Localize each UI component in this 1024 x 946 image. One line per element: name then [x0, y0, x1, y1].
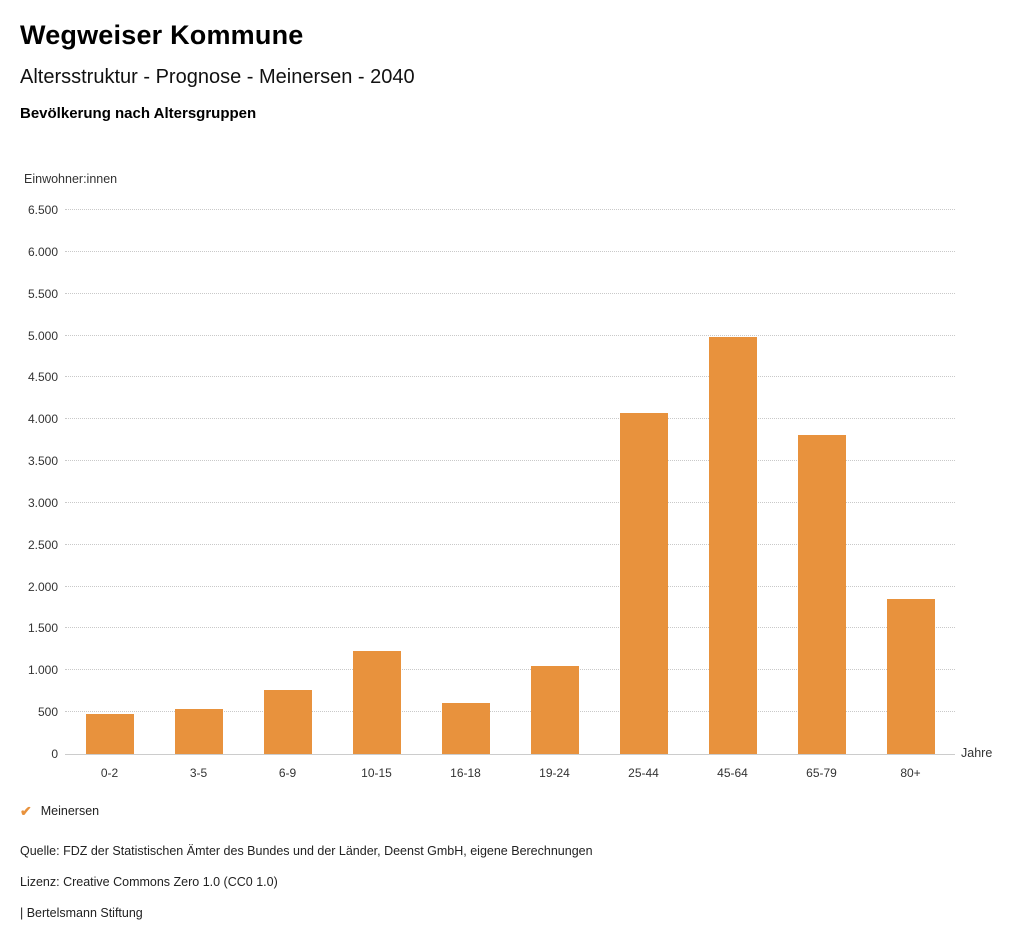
grid-line	[65, 627, 955, 629]
footer-license: Lizenz: Creative Commons Zero 1.0 (CC0 1…	[20, 875, 278, 889]
bar[interactable]	[797, 435, 846, 754]
bar[interactable]	[619, 413, 668, 754]
chart-title: Bevölkerung nach Altersgruppen	[20, 105, 257, 122]
y-tick-label: 4.500	[27, 370, 58, 385]
x-tick-label: 80+	[900, 766, 921, 780]
y-tick-label: 4.000	[27, 412, 58, 427]
x-tick-label: 0-2	[100, 766, 119, 780]
bar[interactable]	[441, 703, 490, 754]
y-tick-label: 3.000	[27, 495, 58, 510]
bar[interactable]	[263, 690, 312, 754]
legend-item-meinersen[interactable]: ✔ Meinersen	[20, 804, 99, 818]
y-tick-label: 3.500	[27, 454, 58, 469]
y-tick-label: 2.500	[27, 537, 58, 552]
y-axis-labels: 0 500 1.000 1.500 2.000 2.500 3.000 3.500 4.000 4…	[0, 204, 58, 760]
bar[interactable]	[886, 599, 935, 754]
check-icon: ✔	[20, 803, 32, 819]
footer-source: Quelle: FDZ der Statistischen Ämter des …	[20, 844, 593, 858]
grid-line	[65, 376, 955, 378]
x-tick-label: 19-24	[539, 766, 570, 780]
y-tick-label: 2.000	[27, 579, 58, 594]
bar[interactable]	[174, 709, 223, 754]
x-axis-title: Jahre	[961, 746, 993, 760]
y-tick-label: 5.500	[27, 286, 58, 301]
x-tick-label: 65-79	[806, 766, 837, 780]
x-tick-label: 25-44	[628, 766, 659, 780]
grid-line	[65, 292, 955, 294]
x-tick-label: 45-64	[717, 766, 748, 780]
grid-line	[65, 418, 955, 420]
bar[interactable]	[530, 666, 579, 754]
grid-line	[65, 669, 955, 671]
y-tick-label: 1.000	[27, 663, 58, 678]
legend-label: Meinersen	[40, 804, 100, 818]
x-tick-label: 3-5	[189, 766, 208, 780]
y-tick-label: 5.000	[27, 328, 58, 343]
y-tick-label: 6.000	[27, 244, 58, 259]
x-axis-labels: 0-2 3-5 6-9 10-15 16-18 19-24 25-44 45-64 65-79 8…	[65, 766, 955, 786]
grid-line	[65, 543, 955, 545]
grid-line	[65, 250, 955, 252]
x-tick-label: 16-18	[450, 766, 481, 780]
y-axis-title: Einwohner:innen	[24, 172, 118, 186]
y-tick-label: 6.500	[27, 203, 58, 217]
y-tick-label: 0	[51, 747, 58, 761]
plot-area	[65, 209, 955, 755]
grid-line	[65, 711, 955, 713]
grid-line	[65, 460, 955, 462]
y-tick-label: 500	[37, 705, 58, 720]
y-tick-label: 1.500	[27, 621, 58, 636]
grid-line	[65, 209, 955, 210]
x-tick-label: 10-15	[361, 766, 392, 780]
bar[interactable]	[352, 651, 401, 754]
grid-line	[65, 585, 955, 587]
grid-line	[65, 501, 955, 503]
page-title: Wegweiser Kommune	[20, 20, 304, 50]
grid-line	[65, 334, 955, 336]
x-tick-label: 6-9	[278, 766, 297, 780]
footer-brand: | Bertelsmann Stiftung	[20, 906, 143, 920]
bar[interactable]	[708, 337, 757, 754]
bar[interactable]	[85, 714, 134, 754]
page-subtitle: Altersstruktur - Prognose - Meinersen - …	[20, 66, 415, 88]
